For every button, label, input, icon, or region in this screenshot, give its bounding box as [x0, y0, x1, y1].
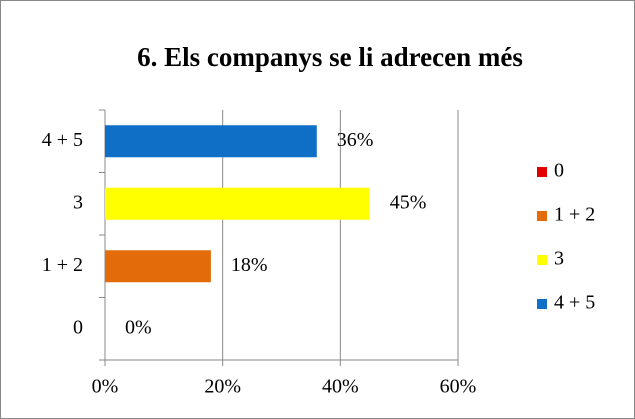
- x-tick-label: 20%: [204, 376, 241, 398]
- bar: [105, 125, 317, 158]
- legend-label: 3: [554, 248, 564, 270]
- bar: [105, 250, 211, 283]
- y-tick-label: 4 + 5: [42, 129, 83, 151]
- legend-swatch: [537, 255, 547, 265]
- legend-swatch: [537, 299, 547, 309]
- x-tick-label: 0%: [92, 376, 119, 398]
- value-label: 0%: [125, 316, 152, 338]
- x-tick-label: 40%: [322, 376, 359, 398]
- legend-swatch: [537, 211, 547, 221]
- bar: [105, 187, 370, 220]
- legend-swatch: [537, 167, 547, 177]
- y-tick-label: 1 + 2: [42, 254, 83, 276]
- y-tick-label: 3: [73, 191, 83, 213]
- y-tick-label: 0: [73, 316, 83, 338]
- legend-label: 4 + 5: [554, 292, 595, 314]
- value-label: 45%: [390, 191, 427, 213]
- value-label: 36%: [337, 129, 374, 151]
- value-label: 18%: [231, 254, 268, 276]
- x-tick-label: 60%: [440, 376, 477, 398]
- chart-title: 6. Els companys se li adrecen més: [137, 42, 523, 72]
- legend-label: 0: [554, 160, 564, 182]
- legend-label: 1 + 2: [554, 204, 595, 226]
